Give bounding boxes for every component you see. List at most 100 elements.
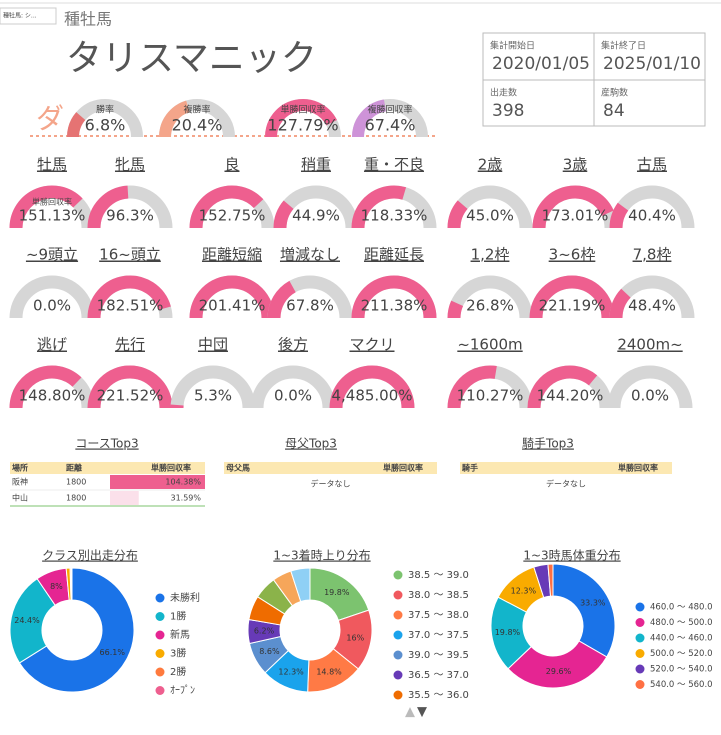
legend-swatch [393,590,403,600]
gauge-value: 4,485.00% [331,387,412,405]
slice-label: 6.2% [254,627,275,636]
gauge-label: 複勝回収率 [367,104,412,116]
gauge-fill [529,275,615,319]
title: タリスマニック [66,38,317,79]
gauge-heading: 2400m~ [617,336,682,354]
gauge-fill [159,100,190,138]
legend-label: 3勝 [170,647,186,660]
gauge-fill [9,185,83,229]
table-header-bg [460,462,672,474]
slice-label: 14.8% [316,667,342,676]
table-title: 母父Top3 [285,437,337,451]
gauge-fill [87,185,129,229]
gauge-heading: 古馬 [637,156,667,174]
table-header-bg [224,462,437,474]
gauge-track [9,275,95,319]
legend-swatch [635,618,645,627]
legend-swatch [635,664,645,674]
legend-swatch [155,593,165,603]
logo: ダ [36,102,64,135]
gauge-heading: ~1600m [457,336,522,354]
gauge-value: 110.27% [457,387,524,405]
gauge-heading: マクリ [349,336,394,354]
gauge-heading: 16~頭立 [99,246,161,264]
gauge-heading: 中団 [198,336,228,354]
gauge-value: 182.51% [97,297,164,315]
gauge-heading: 牝馬 [115,156,145,174]
legend-label: 37.0 ～ 37.5 [408,630,469,641]
legend-swatch [635,602,645,612]
pager-down[interactable]: ▼ [417,705,427,720]
gauge-value: 26.8% [466,297,514,315]
stat-value: 398 [492,101,524,121]
gauge-heading: 2歳 [478,156,503,174]
slice-label: 29.6% [546,667,572,676]
chart-title: 1~3時馬体重分布 [523,549,620,563]
pie-slice [70,567,73,601]
chart-title: 1~3着時上り分布 [273,548,370,563]
table-bar [110,475,205,489]
gauge-value: 67.4% [365,116,416,135]
legend-label: 500.0 ～ 520.0 [650,649,713,659]
table-header: 母父馬 [226,464,250,473]
legend-swatch [155,630,165,640]
gauge-heading: 良 [224,156,239,174]
legend-label: 440.0 ～ 460.0 [650,634,713,644]
legend-label: 38.0 ～ 38.5 [408,590,469,601]
gauge-fill [352,99,387,138]
gauge-heading: 3~6枠 [549,246,596,264]
filter-tab-label[interactable]: 種牡馬: シ... [3,12,37,20]
slice-label: 8% [50,582,63,591]
gauge-fill [267,280,297,319]
gauge-heading: 先行 [115,336,145,354]
gauge-fill [351,275,437,319]
gauge-fill [273,200,294,229]
gauge-heading: 稍重 [301,156,331,174]
gauge-fill [447,300,464,319]
table-header: 場所 [12,463,28,473]
legend-label: 540.0 ～ 560.0 [650,680,713,690]
legend-label: 520.0 ～ 540.0 [650,665,713,675]
gauge-track [170,365,256,409]
gauge-fill [351,185,407,229]
table-cell: 104.38% [165,478,201,487]
gauge-track [250,365,336,409]
gauge-fill [527,365,598,409]
gauge-value: 173.01% [542,207,609,225]
pager-up[interactable]: ▲ [405,705,415,720]
gauge-heading: 1,2枠 [471,246,510,264]
slice-label: 12.3% [278,667,304,676]
stat-label: 出走数 [490,87,517,99]
legend-label: 460.0 ～ 480.0 [650,603,713,613]
gauge-label: 単勝回収率 [280,104,325,116]
gauge-heading: 距離延長 [364,246,424,264]
gauge-value: 221.52% [97,387,164,405]
gauge-track [447,275,533,319]
table-header: 距離 [66,463,82,473]
legend-label: 新馬 [170,628,190,641]
table-title: 騎手Top3 [522,437,574,451]
slice-label: 19.8% [495,628,521,637]
slice-label: 16% [346,634,364,643]
legend-label: 480.0 ～ 500.0 [650,618,713,628]
gauge-value: 151.13% [19,207,86,225]
gauge-value: 144.20% [537,387,604,405]
gauge-heading: 距離短縮 [202,246,262,264]
gauge-fill [9,365,82,409]
filter-tab[interactable] [0,7,57,25]
gauge-fill [67,112,86,138]
gauge-heading: 重・不良 [364,156,424,174]
gauge-value: 67.8% [286,297,334,315]
gauge-fill [265,99,337,138]
stat-label: 集計開始日 [490,40,535,52]
legend-swatch [635,649,645,658]
slice-label: 24.4% [14,616,40,625]
gauge-fill [87,365,173,409]
legend-swatch [393,650,403,660]
gauge-value: 221.19% [539,297,606,315]
table-title: コースTop3 [75,437,138,451]
table-empty: データなし [311,479,351,489]
table-empty: データなし [546,479,586,489]
table-cell: 阪神 [12,477,28,487]
slice-label: 19.8% [324,588,350,597]
